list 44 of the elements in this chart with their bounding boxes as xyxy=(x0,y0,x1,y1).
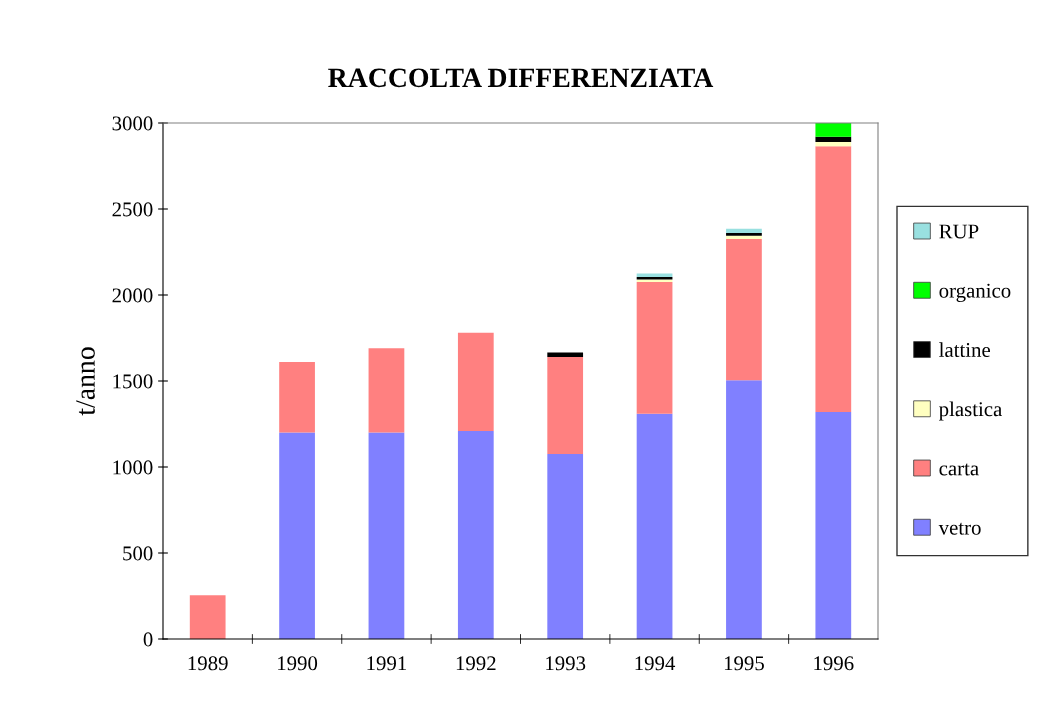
legend-label: lattine xyxy=(939,342,990,358)
bar xyxy=(726,228,762,234)
bar xyxy=(547,454,584,639)
bar xyxy=(726,239,762,381)
bar xyxy=(547,356,584,455)
legend-label: RUP xyxy=(939,224,979,239)
bar xyxy=(726,380,762,639)
x-tick-label: 1990 xyxy=(278,656,318,671)
chart-title: RACCOLTA DIFFERENZIATA xyxy=(328,68,714,88)
bar xyxy=(368,348,405,433)
bar xyxy=(368,432,405,639)
x-tick-label: 1992 xyxy=(456,656,496,671)
y-tick-label: 1500 xyxy=(113,374,153,389)
y-tick-label: 2000 xyxy=(112,288,153,303)
x-tick-label: 1994 xyxy=(635,656,676,671)
bar xyxy=(547,352,584,357)
x-tick-label: 1996 xyxy=(814,656,854,671)
y-tick-label: 0 xyxy=(143,632,153,647)
x-tick-label: 1993 xyxy=(546,656,586,671)
x-tick-label: 1995 xyxy=(724,656,764,671)
legend-label: vetro xyxy=(938,522,981,535)
bar xyxy=(815,123,852,137)
x-tick-label: 1991 xyxy=(367,656,407,671)
y-axis-title: t/anno xyxy=(76,347,95,416)
bar xyxy=(815,136,852,142)
legend-label: plastica xyxy=(939,401,1003,421)
bar xyxy=(726,233,762,236)
y-tick-label: 1000 xyxy=(113,460,153,475)
y-tick-label: 2500 xyxy=(112,202,153,217)
bar xyxy=(457,332,494,431)
y-tick-label: 3000 xyxy=(112,116,153,131)
legend-label: carta xyxy=(939,463,979,476)
bar xyxy=(457,430,494,639)
bar xyxy=(815,146,852,412)
bar xyxy=(636,282,673,414)
y-tick-label: 500 xyxy=(123,546,153,561)
bar xyxy=(815,411,852,639)
legend-label: organico xyxy=(939,283,1011,303)
bar xyxy=(189,595,226,639)
bar xyxy=(279,432,315,639)
x-tick-label: 1989 xyxy=(188,656,228,671)
bar xyxy=(815,141,852,147)
bar xyxy=(636,413,673,639)
bar xyxy=(279,362,315,433)
